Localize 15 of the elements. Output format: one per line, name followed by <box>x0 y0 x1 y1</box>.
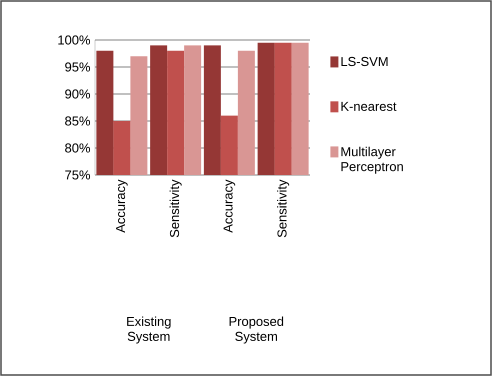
y-tick-label: 100% <box>58 35 90 45</box>
legend-label: LS-SVM <box>341 56 388 66</box>
text: Existing System <box>127 316 171 344</box>
y-tick-label: 85% <box>65 116 90 126</box>
y-tick-label: 80% <box>65 143 90 153</box>
y-tick-label: 75% <box>65 170 90 180</box>
y-tick-label: 90% <box>65 89 90 99</box>
x-tick-label: Accuracy <box>116 180 128 233</box>
legend-label: Multilayer Perceptron <box>341 146 403 174</box>
x-tick-label: Accuracy <box>224 180 236 233</box>
x-tick-label: Sensitivity <box>277 180 290 238</box>
legend-label: K-nearest <box>341 102 396 111</box>
text: Proposed System <box>230 316 284 344</box>
y-tick-label: 95% <box>65 62 90 72</box>
x-tick-label: Sensitivity <box>170 180 182 238</box>
